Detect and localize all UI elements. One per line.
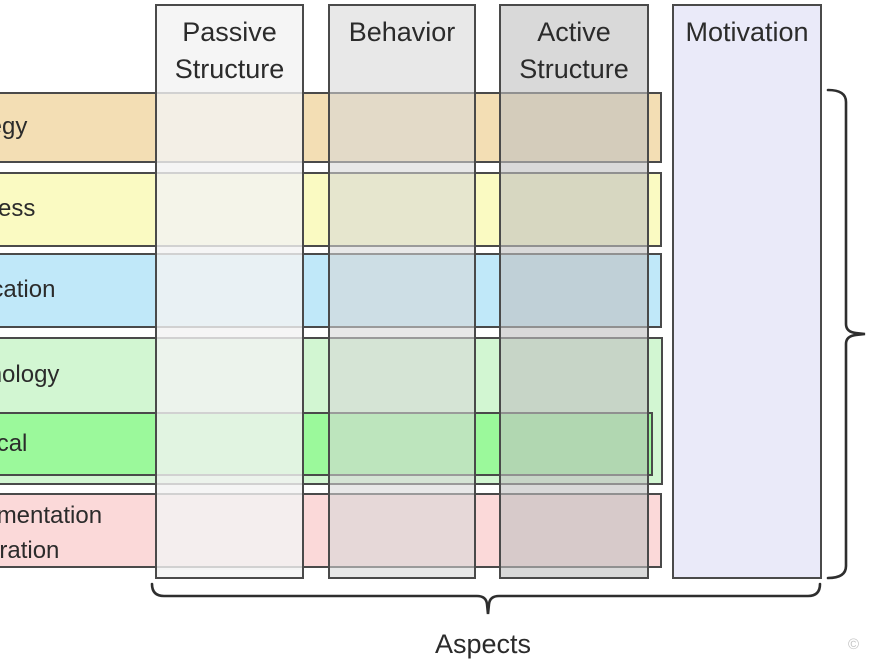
column-motivation: Motivation [672, 4, 822, 579]
column-header-motivation: Motivation [685, 17, 809, 47]
row-label-strategy: Strategy [0, 113, 28, 140]
column-passive-structure: Passive Structure [155, 4, 304, 579]
column-active-structure: Active Structure [499, 4, 649, 579]
row-label-application: Application [0, 276, 56, 303]
row-label-technology: Technology [0, 361, 60, 388]
row-label-business: Business [0, 195, 36, 222]
column-behavior: Behavior [328, 4, 476, 579]
row-label-implementation-migration: Implementation & Migration [0, 502, 103, 564]
copyright-mark: © [848, 636, 860, 653]
aspects-label: Aspects [434, 629, 532, 659]
column-header-behavior: Behavior [348, 17, 456, 47]
column-header-active-structure: Active Structure [519, 17, 629, 84]
row-label-physical: Physical [0, 430, 28, 457]
column-header-passive-structure: Passive Structure [174, 17, 285, 84]
aspects-brace [150, 582, 822, 615]
layers-brace [826, 88, 866, 580]
